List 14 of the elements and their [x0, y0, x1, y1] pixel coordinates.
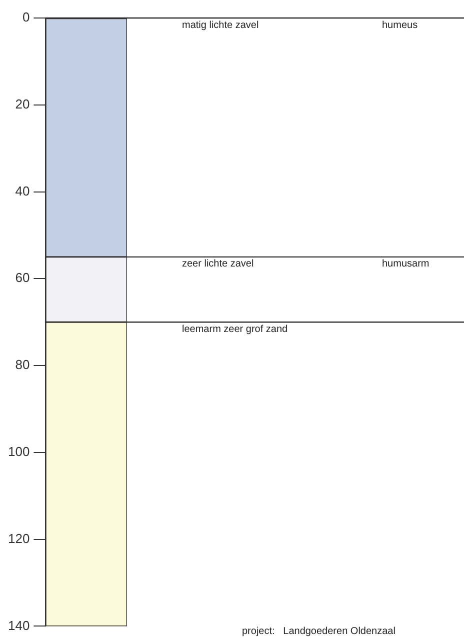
annotation: humusarm	[382, 258, 430, 270]
annotation: humeus	[382, 20, 418, 31]
y-tick-label: 20	[15, 96, 30, 112]
text: zeer lichte zavel	[182, 258, 254, 270]
y-tick-label: 0	[22, 10, 30, 25]
text: matig lichte zavel	[182, 20, 259, 31]
y-tick-label: 40	[15, 183, 30, 198]
y-tick-label: 60	[15, 270, 30, 286]
y-tick-label: 120	[8, 530, 30, 546]
y-tick-label: 140	[8, 618, 30, 633]
annotation: project: Landgoederen Oldenzaal	[242, 626, 396, 637]
text: leemarm zeer grof zand	[182, 324, 288, 335]
y-tick-label: 80	[15, 357, 30, 372]
y-tick-label: 100	[8, 444, 30, 460]
